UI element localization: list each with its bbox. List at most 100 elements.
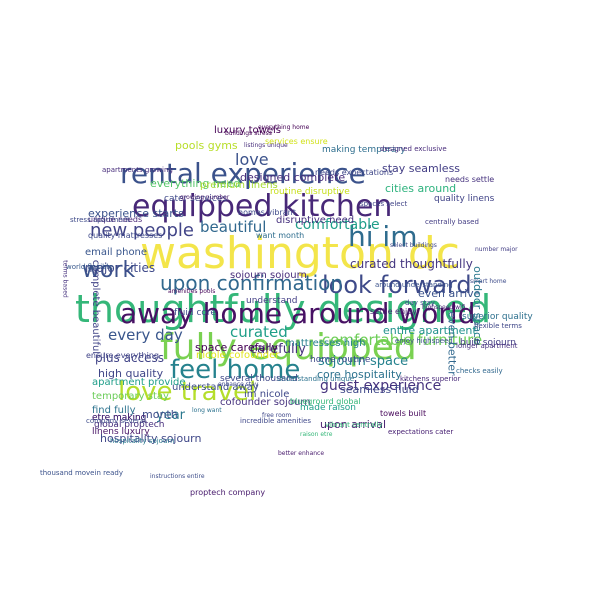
cloud-word: sojourn sojourn	[230, 270, 307, 281]
cloud-word: space carefully	[195, 341, 279, 354]
cloud-word: linens luxury	[92, 427, 150, 437]
cloud-word: understand away	[172, 382, 259, 393]
cloud-word: away home around world	[120, 297, 476, 330]
cloud-word: built sojourn	[460, 338, 516, 348]
cloud-word: look forward	[322, 271, 472, 299]
cloud-word: premium linens	[200, 180, 278, 191]
cloud-word: global proptech	[94, 420, 165, 430]
cloud-word: amenities pools	[168, 288, 216, 295]
cloud-word: email phone	[85, 247, 148, 258]
cloud-word: comfortable furniture	[322, 331, 483, 349]
cloud-word: fully equipped	[160, 327, 417, 368]
cloud-word: bluegrourd global	[290, 397, 361, 406]
cloud-word: cater services	[164, 194, 228, 204]
cloud-word: designed exclusive	[380, 145, 447, 153]
cloud-word: quality linens	[434, 194, 495, 204]
cloud-word: rental experience	[120, 157, 366, 190]
cloud-word: high quality	[98, 367, 164, 380]
cloud-word: entire apartment	[383, 324, 477, 337]
cloud-word: curated	[230, 323, 288, 341]
cloud-word: enjoy highspeed	[395, 337, 453, 345]
cloud-word: raison etre	[300, 431, 333, 438]
cloud-word: world flexible	[66, 263, 113, 271]
cloud-word: several thousand	[220, 374, 298, 384]
cloud-word: needs expectations	[315, 168, 394, 177]
cloud-word: complete beautiful	[90, 259, 102, 355]
cloud-word: homes vibrant	[238, 208, 296, 217]
cloud-word: services ensure	[265, 137, 328, 146]
cloud-word: incredible amenities	[240, 417, 312, 425]
cloud-word: etre making	[92, 413, 147, 423]
cloud-word: home routine	[310, 355, 371, 365]
cloud-word: im nicole	[244, 389, 290, 400]
cloud-word: cofounder sojourn	[220, 397, 311, 408]
cloud-word: making temporary	[322, 145, 406, 155]
cloud-word: upon confirmation	[160, 271, 344, 295]
cloud-word: luxury towels	[214, 125, 281, 136]
cloud-word: towels built	[380, 409, 427, 418]
cloud-word: etre making	[92, 413, 147, 423]
cloud-word: apartment provide	[92, 377, 186, 388]
cloud-word: long want	[192, 407, 222, 414]
cloud-word: routine disruptive	[270, 187, 350, 197]
cloud-word: everything need	[150, 177, 241, 190]
cloud-word: nicole cofounder	[196, 350, 280, 361]
cloud-word: hospitality sojourn	[110, 437, 175, 445]
cloud-word: comfortable	[295, 217, 380, 233]
cloud-word: proptech company	[190, 488, 266, 497]
cloud-word: stay seamless	[382, 162, 461, 175]
cloud-word: listings unique	[244, 142, 288, 149]
cloud-word: everything home	[258, 124, 310, 131]
cloud-word: highspeed wifi	[422, 304, 466, 311]
cloud-word: growing number	[180, 194, 230, 201]
cloud-word: unique needs	[88, 215, 143, 224]
cloud-word: carefully	[250, 342, 306, 357]
cloud-word: guest experience	[320, 378, 442, 394]
cloud-word: upon arrival	[320, 418, 387, 431]
cloud-word: every day	[108, 326, 183, 344]
cloud-word: settle enjoy	[370, 307, 417, 316]
cloud-word: month	[142, 408, 178, 421]
cloud-word: quality mattresses	[88, 231, 163, 240]
cloud-word: equipped kitchen	[132, 189, 393, 224]
cloud-word: ensure everything	[86, 351, 159, 360]
cloud-word: smart home	[470, 278, 507, 285]
cloud-word: find fully	[92, 405, 136, 416]
cloud-word: experience starts	[88, 207, 184, 220]
cloud-word: company several	[86, 417, 147, 425]
cloud-word: instructions entire	[150, 473, 205, 480]
cloud-word: enhance stay	[218, 381, 259, 388]
cloud-word: needs settle	[445, 175, 495, 184]
cloud-word: vibrant centrally	[325, 421, 383, 429]
cloud-word: stress apartment	[70, 216, 130, 224]
cloud-word: major cities	[85, 261, 156, 275]
cloud-word: core hospitality	[317, 368, 402, 381]
cloud-word: select buildings	[390, 242, 437, 249]
cloud-word: designed complete	[240, 171, 346, 184]
cloud-word: even arrive	[418, 287, 481, 300]
cloud-word: understand	[246, 296, 298, 306]
cloud-word: around understanding	[375, 281, 453, 289]
cloud-word: hi im	[348, 220, 418, 253]
cloud-word: number major	[475, 246, 518, 253]
cloud-word: plus access	[95, 351, 165, 365]
cloud-word: washington dc	[140, 228, 460, 279]
cloud-word: centrally based	[425, 218, 479, 226]
cloud-word: superior quality	[462, 312, 533, 322]
cloud-word: free room	[262, 412, 292, 419]
cloud-word: made raison	[300, 403, 357, 413]
cloud-word: better enhance	[278, 450, 325, 457]
cloud-word: year	[156, 408, 186, 423]
cloud-word: feel home	[170, 355, 301, 385]
cloud-word: terms based	[61, 260, 69, 298]
cloud-word: hospitality sojourn	[100, 432, 202, 445]
cloud-word: new people	[90, 220, 194, 241]
cloud-word: kitchens superior	[400, 375, 461, 383]
cloud-word: curated thoughtfully	[350, 257, 473, 271]
cloud-word: fluid core	[174, 308, 216, 318]
cloud-word: buildings stress	[225, 130, 272, 137]
cloud-word: temporary stay	[92, 391, 169, 402]
cloud-word: want month	[256, 231, 305, 240]
